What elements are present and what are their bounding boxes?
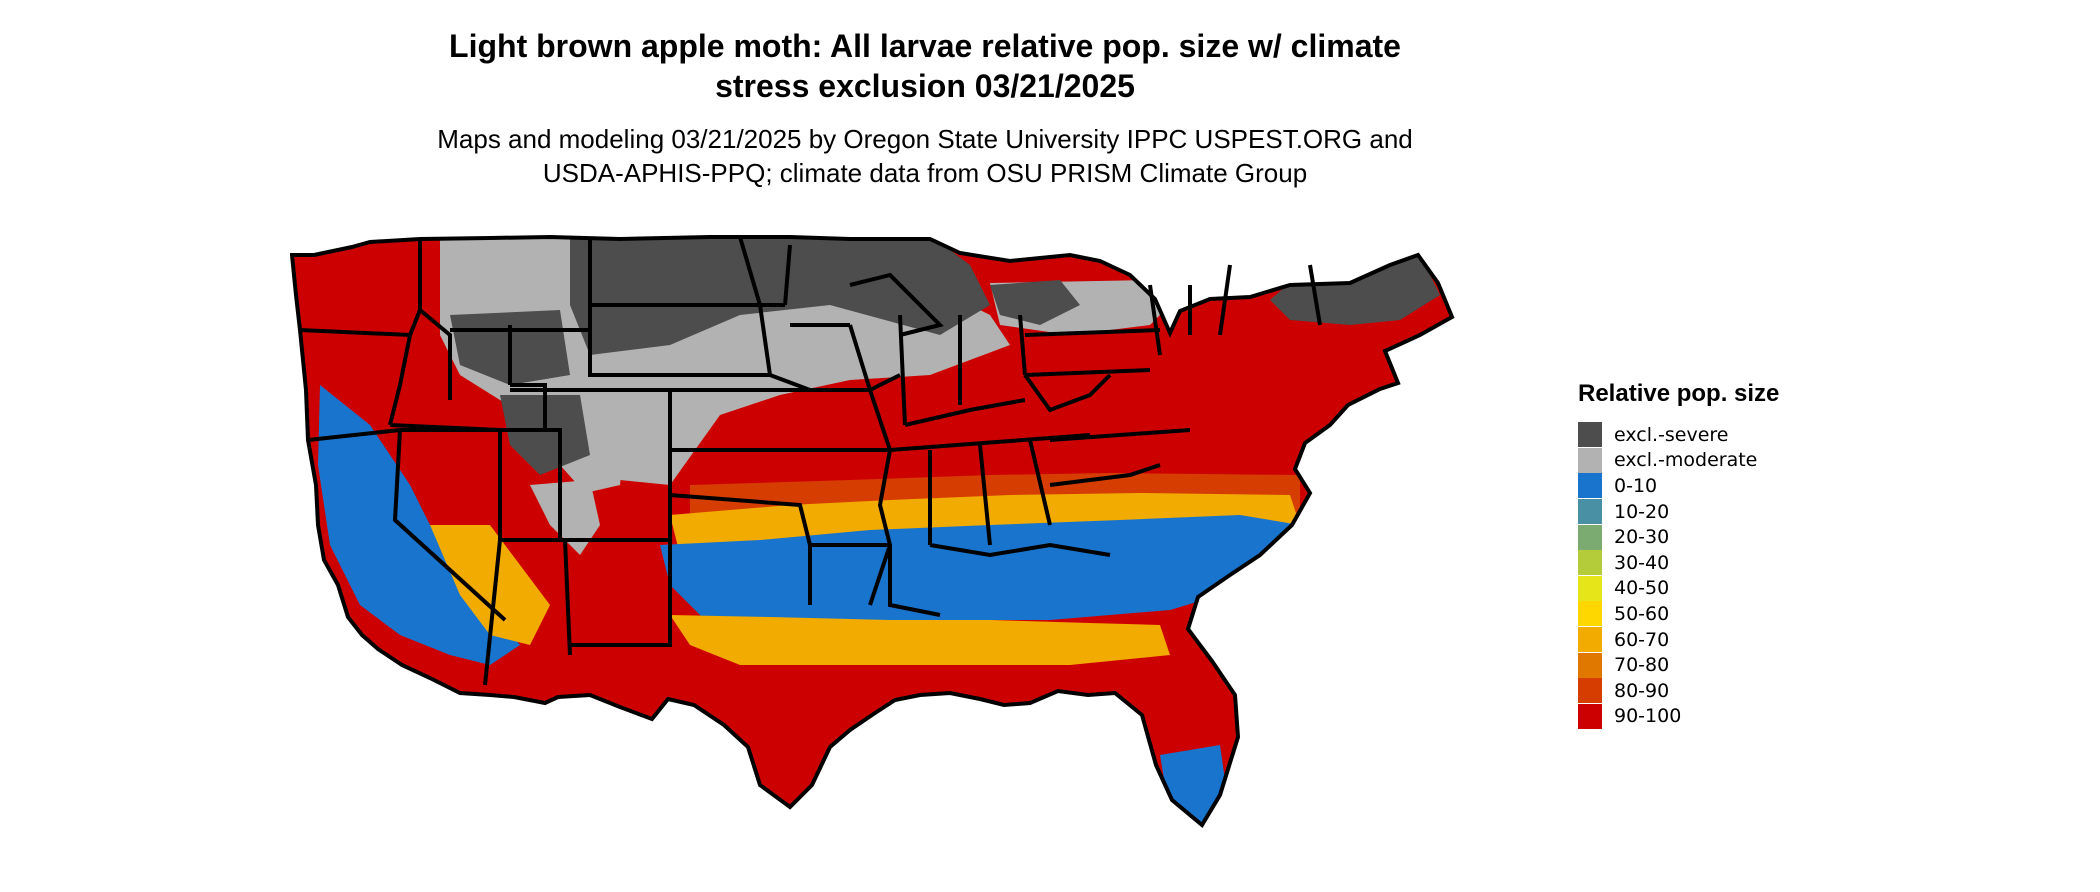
legend-label: 80-90 xyxy=(1614,679,1670,702)
legend-swatch xyxy=(1578,575,1602,601)
legend-label: 60-70 xyxy=(1614,628,1670,651)
legend-swatch xyxy=(1578,550,1602,576)
zone-40-70-arizona xyxy=(430,525,550,645)
legend-label: 40-50 xyxy=(1614,577,1670,600)
border-id-mt xyxy=(418,239,452,400)
legend-title: Relative pop. size xyxy=(1578,380,1780,407)
border-ia-mo xyxy=(769,373,901,392)
legend-swatch xyxy=(1578,473,1602,499)
legend-label: 0-10 xyxy=(1614,474,1658,497)
legend-label: 50-60 xyxy=(1614,602,1670,625)
legend-item: 30-40 xyxy=(1578,550,1779,576)
legend-label: excl.-severe xyxy=(1614,423,1729,446)
legend-item: 90-100 xyxy=(1578,703,1779,730)
legend-label: 10-20 xyxy=(1614,500,1670,523)
border-me-nh xyxy=(1308,264,1322,326)
suitability-raster xyxy=(292,237,1452,825)
border-ms-la xyxy=(888,545,941,617)
border-or-id xyxy=(388,334,412,426)
legend-label: 20-30 xyxy=(1614,526,1670,549)
legend-item: excl.-severe xyxy=(1578,422,1779,448)
map-subtitle-line-1: Maps and modeling 03/21/2025 by Oregon S… xyxy=(437,124,1413,154)
border-ca-nv xyxy=(392,429,507,622)
border-pa-ny xyxy=(1024,328,1161,337)
legend-item: 40-50 xyxy=(1578,575,1779,602)
zone-excl-severe-plains xyxy=(570,237,990,355)
border-ky-north xyxy=(904,398,1026,427)
us-map xyxy=(290,235,1454,827)
zone-excl-moderate-rockies-south xyxy=(530,480,600,555)
legend: Relative pop. size excl.-severe excl.-mod… xyxy=(1578,380,1779,729)
map-title: Light brown apple moth: All larvae relat… xyxy=(0,26,1850,106)
border-ny-ne xyxy=(1148,264,1232,356)
state-borders xyxy=(290,235,1454,827)
zone-40-70-gulf xyxy=(670,615,1170,665)
border-ut-co xyxy=(545,428,562,540)
border-tn-al-ga xyxy=(928,439,1052,546)
border-nm-tx xyxy=(570,540,672,647)
map-title-line-1: Light brown apple moth: All larvae relat… xyxy=(449,28,1401,64)
legend-swatch xyxy=(1578,422,1602,448)
border-sd-ne xyxy=(588,330,770,377)
border-ky-tn xyxy=(889,433,1091,452)
legend-swatch xyxy=(1578,601,1602,627)
legend-swatch xyxy=(1578,447,1602,473)
map-subtitle: Maps and modeling 03/21/2025 by Oregon S… xyxy=(0,122,1850,190)
legend-swatch xyxy=(1578,678,1602,704)
border-al-ga-fl xyxy=(929,542,1111,558)
legend-label: excl.-moderate xyxy=(1614,449,1758,472)
border-mi xyxy=(849,272,944,337)
map-title-line-2: stress exclusion 03/21/2025 xyxy=(715,68,1135,104)
border-wv-va xyxy=(1023,373,1112,413)
border-pa-south xyxy=(1024,368,1151,377)
legend-label: 70-80 xyxy=(1614,654,1670,677)
legend-item: 60-70 xyxy=(1578,627,1779,653)
legend-swatch xyxy=(1578,652,1602,678)
legend-items: excl.-severe excl.-moderate 0-10 10-20 20-30… xyxy=(1578,422,1779,729)
zone-excl-severe-great-lakes xyxy=(990,280,1080,325)
legend-item: 20-30 xyxy=(1578,524,1779,550)
legend-swatch xyxy=(1578,524,1602,550)
legend-label: 90-100 xyxy=(1614,705,1682,728)
border-oh-pa xyxy=(1018,314,1027,376)
legend-swatch xyxy=(1578,703,1602,729)
border-mn-wi xyxy=(783,244,850,327)
legend-item: 0-10 xyxy=(1578,473,1779,499)
legend-item: 70-80 xyxy=(1578,652,1779,678)
legend-swatch xyxy=(1578,627,1602,653)
legend-label: 30-40 xyxy=(1614,551,1670,574)
zone-excl-severe-colorado xyxy=(500,395,590,475)
legend-item: 80-90 xyxy=(1578,678,1779,704)
legend-swatch xyxy=(1578,499,1602,525)
border-sc-nc xyxy=(1049,463,1161,487)
border-nd-mn xyxy=(738,236,772,376)
border-ms-river xyxy=(848,324,893,606)
border-va-nc xyxy=(1049,428,1191,442)
legend-item: excl.-moderate xyxy=(1578,447,1779,474)
border-ok-tx xyxy=(668,450,812,546)
legend-item: 50-60 xyxy=(1578,601,1779,627)
legend-item: 10-20 xyxy=(1578,499,1779,525)
map-subtitle-line-2: USDA-APHIS-PPQ; climate data from OSU PR… xyxy=(542,158,1308,188)
